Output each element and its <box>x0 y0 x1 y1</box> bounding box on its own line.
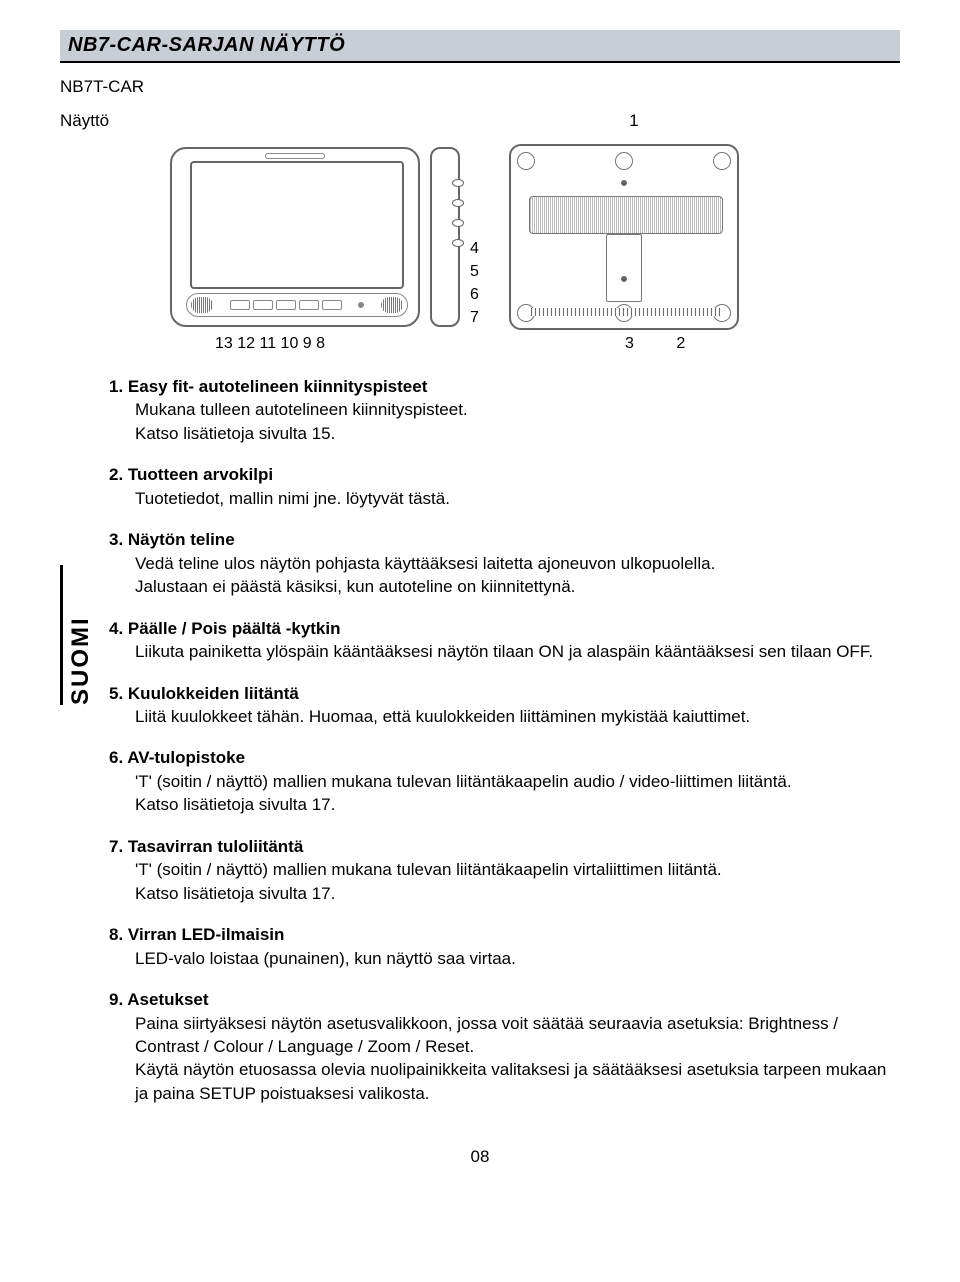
item-number: 4. <box>109 619 128 638</box>
button-row <box>186 293 408 317</box>
item-name: Kuulokkeiden liitäntä <box>128 684 299 703</box>
item-desc: 'T' (soitin / näyttö) mallien mukana tul… <box>109 770 900 793</box>
device-back-view <box>509 144 739 330</box>
list-item: 6. AV-tulopistoke 'T' (soitin / näyttö) m… <box>109 746 900 816</box>
item-number: 9. <box>109 990 127 1009</box>
item-desc: Paina siirtyäksesi näytön asetusvalikkoo… <box>109 1012 900 1059</box>
callouts-back: 3 2 <box>625 335 723 353</box>
item-name: Tuotteen arvokilpi <box>128 465 273 484</box>
brand-badge <box>265 153 325 159</box>
item-number: 1. <box>109 377 128 396</box>
speaker-left <box>191 297 213 313</box>
list-item: 7. Tasavirran tuloliitäntä 'T' (soitin / … <box>109 835 900 905</box>
item-desc: Katso lisätietoja sivulta 17. <box>109 793 900 816</box>
item-desc: 'T' (soitin / näyttö) mallien mukana tul… <box>109 858 900 881</box>
item-name: AV-tulopistoke <box>127 748 245 767</box>
item-desc: Tuotetiedot, mallin nimi jne. löytyvät t… <box>109 487 900 510</box>
subtitle-row: Näyttö 1 <box>60 111 900 131</box>
callout-label: 5 <box>470 263 479 281</box>
callout-label: 7 <box>470 309 479 327</box>
stand-outline <box>606 234 642 302</box>
item-number: 6. <box>109 748 127 767</box>
item-name: Tasavirran tuloliitäntä <box>128 837 303 856</box>
vent-grill <box>529 196 723 234</box>
callout-label: 6 <box>470 286 479 304</box>
header-bar: NB7-CAR-SARJAN NÄYTTÖ <box>60 30 900 63</box>
device-side-view <box>430 147 460 327</box>
callouts-front: 13 12 11 10 9 8 <box>215 335 325 353</box>
items-list: 1. Easy fit- autotelineen kiinnityspiste… <box>109 375 900 1123</box>
item-name: Päälle / Pois päältä -kytkin <box>128 619 341 638</box>
item-number: 8. <box>109 925 128 944</box>
list-item: 9. Asetukset Paina siirtyäksesi näytön as… <box>109 988 900 1105</box>
item-desc: Liitä kuulokkeet tähän. Huomaa, että kuu… <box>109 705 900 728</box>
callout-label: 3 <box>625 335 634 352</box>
item-number: 3. <box>109 530 128 549</box>
callout-1: 1 <box>629 111 638 131</box>
language-tab: SUOMI <box>60 565 95 705</box>
page-title: NB7-CAR-SARJAN NÄYTTÖ <box>68 34 892 57</box>
device-front-view <box>170 147 420 327</box>
item-desc: LED-valo loistaa (punainen), kun näyttö … <box>109 947 900 970</box>
buttons <box>230 300 342 310</box>
item-name: Virran LED-ilmaisin <box>128 925 285 944</box>
item-desc: Katso lisätietoja sivulta 15. <box>109 422 900 445</box>
callout-label: 2 <box>676 335 685 352</box>
side-port <box>452 199 464 207</box>
model-code: NB7T-CAR <box>60 77 900 97</box>
item-name: Näytön teline <box>128 530 235 549</box>
side-callout-labels: 4 5 6 7 <box>470 210 479 327</box>
power-led <box>358 302 364 308</box>
item-desc: Käytä näytön etuosassa olevia nuolipaini… <box>109 1058 900 1105</box>
bottom-callouts: 13 12 11 10 9 8 3 2 <box>215 335 900 353</box>
item-desc: Jalustaan ei päästä käsiksi, kun autotel… <box>109 575 900 598</box>
list-item: 8. Virran LED-ilmaisin LED-valo loistaa (… <box>109 923 900 970</box>
list-item: 4. Päälle / Pois päältä -kytkin Liikuta p… <box>109 617 900 664</box>
item-desc: Vedä teline ulos näytön pohjasta käyttää… <box>109 552 900 575</box>
list-item: 5. Kuulokkeiden liitäntä Liitä kuulokkeet… <box>109 682 900 729</box>
list-item: 3. Näytön teline Vedä teline ulos näytön … <box>109 528 900 598</box>
item-number: 7. <box>109 837 128 856</box>
item-name: Easy fit- autotelineen kiinnityspisteet <box>128 377 427 396</box>
item-number: 5. <box>109 684 128 703</box>
side-port <box>452 239 464 247</box>
item-number: 2. <box>109 465 128 484</box>
item-desc: Katso lisätietoja sivulta 17. <box>109 882 900 905</box>
item-desc: Liikuta painiketta ylöspäin kääntääksesi… <box>109 640 900 663</box>
item-name: Asetukset <box>127 990 208 1009</box>
list-item: 1. Easy fit- autotelineen kiinnityspiste… <box>109 375 900 445</box>
item-desc: Mukana tulleen autotelineen kiinnityspis… <box>109 398 900 421</box>
page-number: 08 <box>60 1147 900 1167</box>
side-port <box>452 179 464 187</box>
subtitle: Näyttö <box>60 111 109 131</box>
ruler-marks <box>531 308 721 316</box>
screen-outline <box>190 161 404 289</box>
callout-label: 4 <box>470 240 479 258</box>
side-port <box>452 219 464 227</box>
content-area: SUOMI 1. Easy fit- autotelineen kiinnity… <box>60 375 900 1123</box>
list-item: 2. Tuotteen arvokilpi Tuotetiedot, mallin… <box>109 463 900 510</box>
device-diagrams: 4 5 6 7 <box>170 137 900 327</box>
speaker-right <box>381 297 403 313</box>
